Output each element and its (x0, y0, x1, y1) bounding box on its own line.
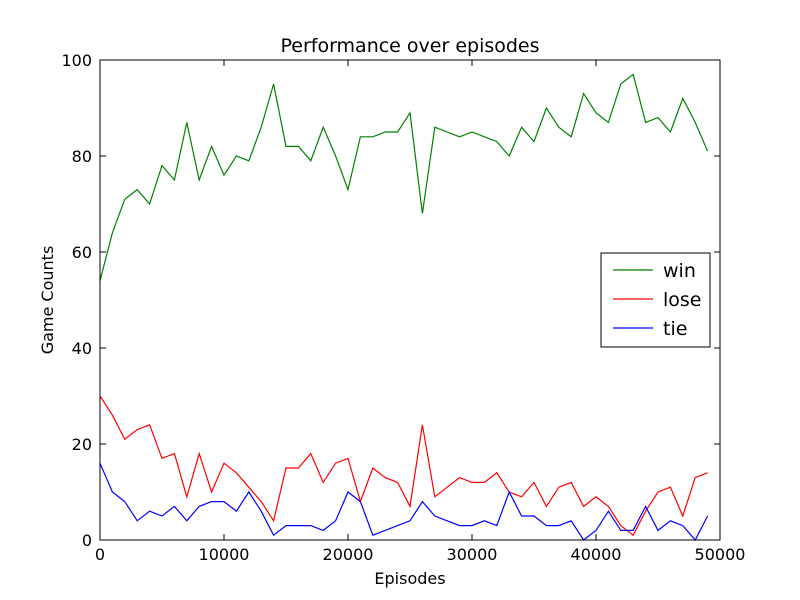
y-axis-label: Game Counts (38, 246, 57, 355)
series-line-tie (99, 462, 709, 542)
x-axis: 0 10000 20000 30000 40000 50000 (95, 60, 746, 564)
y-tick-label: 80 (72, 147, 92, 166)
x-tick-label: 0 (95, 545, 105, 564)
chart-title: Performance over episodes (280, 35, 539, 57)
plot-area (99, 59, 721, 542)
legend: win lose tie (600, 252, 711, 348)
y-tick-label: 60 (72, 243, 92, 262)
y-tick-label: 40 (72, 339, 92, 358)
series-line-lose (99, 395, 708, 537)
y-tick-label: 20 (72, 435, 92, 454)
y-axis: 0 20 40 60 80 100 (61, 51, 720, 550)
legend-label-tie: tie (663, 318, 687, 340)
x-tick-label: 30000 (447, 545, 498, 564)
x-axis-label: Episodes (374, 569, 445, 588)
x-tick-label: 50000 (695, 545, 746, 564)
y-tick-label: 100 (61, 51, 92, 70)
legend-label-lose: lose (663, 289, 702, 311)
x-tick-label: 20000 (323, 545, 374, 564)
legend-label-win: win (663, 260, 696, 282)
legend-box (600, 252, 711, 348)
plot-frame (99, 59, 721, 541)
series-line-win (99, 73, 709, 281)
x-tick-label: 10000 (199, 545, 250, 564)
x-tick-label: 40000 (571, 545, 622, 564)
y-tick-label: 0 (82, 531, 92, 550)
